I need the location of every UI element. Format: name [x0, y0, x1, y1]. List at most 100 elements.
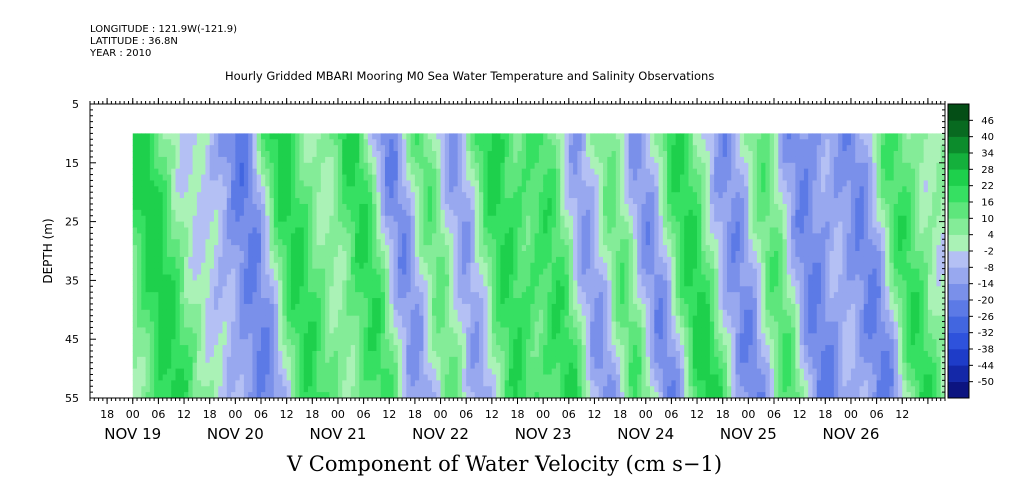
- heatmap-cell: [517, 392, 523, 398]
- heatmap-cell: [440, 327, 446, 334]
- heatmap-cell: [573, 374, 578, 381]
- heatmap-cell: [530, 274, 535, 281]
- heatmap-cell: [184, 233, 189, 240]
- heatmap-cell: [380, 356, 386, 364]
- heatmap-cell: [243, 350, 249, 358]
- heatmap-cell: [243, 203, 249, 211]
- heatmap-cell: [367, 321, 373, 328]
- heatmap-cell: [205, 262, 211, 270]
- heatmap-cell: [568, 192, 574, 199]
- heatmap-cell: [342, 386, 347, 393]
- heatmap-cell: [384, 274, 390, 281]
- heatmap-cell: [137, 374, 142, 381]
- heatmap-cell: [256, 162, 262, 170]
- heatmap-cell: [226, 362, 232, 369]
- heatmap-cell: [188, 345, 193, 352]
- heatmap-cell: [440, 298, 446, 305]
- heatmap-cell: [355, 151, 360, 158]
- heatmap-cell: [145, 386, 151, 393]
- heatmap-cell: [137, 186, 142, 193]
- heatmap-cell: [389, 151, 394, 158]
- heatmap-cell: [248, 215, 253, 222]
- heatmap-cell: [256, 345, 262, 352]
- heatmap-cell: [474, 280, 480, 287]
- heatmap-cell: [406, 268, 412, 275]
- heatmap-cell: [461, 298, 467, 305]
- heatmap-cell: [273, 151, 279, 158]
- heatmap-cell: [166, 168, 172, 175]
- heatmap-cell: [585, 233, 591, 240]
- heatmap-cell: [175, 209, 181, 217]
- heatmap-cell: [500, 262, 506, 270]
- heatmap-cell: [508, 156, 514, 164]
- heatmap-cell: [568, 303, 574, 311]
- heatmap-cell: [312, 362, 317, 369]
- heatmap-cell: [196, 139, 202, 146]
- heatmap-cell: [196, 256, 202, 264]
- heatmap-cell: [436, 186, 441, 193]
- heatmap-cell: [406, 245, 412, 252]
- heatmap-cell: [534, 174, 540, 181]
- heatmap-cell: [397, 174, 403, 181]
- heatmap-cell: [555, 315, 561, 322]
- heatmap-cell: [585, 203, 591, 211]
- heatmap-cell: [269, 268, 275, 275]
- heatmap-cell: [145, 368, 151, 375]
- heatmap-cell: [564, 274, 570, 281]
- heatmap-cell: [273, 162, 279, 170]
- heatmap-cell: [342, 350, 347, 358]
- heatmap-cell: [312, 339, 317, 346]
- heatmap-cell: [286, 245, 292, 252]
- heatmap-cell: [487, 362, 493, 369]
- heatmap-cell: [483, 327, 488, 334]
- heatmap-cell: [594, 392, 600, 398]
- heatmap-cell: [290, 292, 296, 299]
- heatmap-cell: [205, 333, 211, 340]
- heatmap-cell: [457, 268, 463, 275]
- heatmap-cell: [346, 221, 352, 228]
- heatmap-cell: [560, 303, 565, 311]
- heatmap-cell: [461, 133, 467, 140]
- heatmap-cell: [149, 298, 155, 305]
- heatmap-cell: [568, 227, 574, 234]
- heatmap-cell: [299, 298, 305, 305]
- heatmap-cell: [423, 274, 429, 281]
- heatmap-cell: [393, 256, 399, 264]
- heatmap-cell: [337, 215, 343, 222]
- heatmap-cell: [444, 362, 450, 369]
- heatmap-cell: [226, 392, 232, 398]
- heatmap-cell: [560, 151, 565, 158]
- heatmap-cell: [137, 162, 142, 170]
- heatmap-cell: [213, 298, 219, 305]
- heatmap-cell: [320, 156, 326, 164]
- heatmap-cell: [252, 333, 258, 340]
- heatmap-cell: [513, 350, 518, 358]
- heatmap-cell: [585, 186, 591, 193]
- heatmap-cell: [295, 233, 300, 240]
- heatmap-cell: [333, 162, 339, 170]
- heatmap-cell: [350, 245, 356, 252]
- heatmap-cell: [222, 303, 228, 311]
- heatmap-cell: [419, 133, 424, 140]
- heatmap-cell: [350, 227, 356, 234]
- heatmap-cell: [316, 292, 322, 299]
- heatmap-cell: [312, 174, 317, 181]
- heatmap-cell: [329, 274, 335, 281]
- heatmap-cell: [316, 215, 322, 222]
- heatmap-cell: [577, 151, 583, 158]
- heatmap-cell: [483, 315, 488, 322]
- heatmap-cell: [440, 280, 446, 287]
- heatmap-cell: [205, 233, 211, 240]
- heatmap-cell: [179, 156, 185, 164]
- heatmap-cell: [538, 251, 544, 258]
- heatmap-cell: [145, 251, 151, 258]
- heatmap-cell: [132, 256, 138, 264]
- heatmap-cell: [226, 156, 232, 164]
- heatmap-cell: [290, 227, 296, 234]
- heatmap-cell: [590, 321, 595, 328]
- heatmap-cell: [132, 362, 138, 369]
- heatmap-cell: [273, 280, 279, 287]
- heatmap-cell: [598, 362, 604, 369]
- heatmap-cell: [530, 298, 535, 305]
- heatmap-cell: [568, 309, 574, 317]
